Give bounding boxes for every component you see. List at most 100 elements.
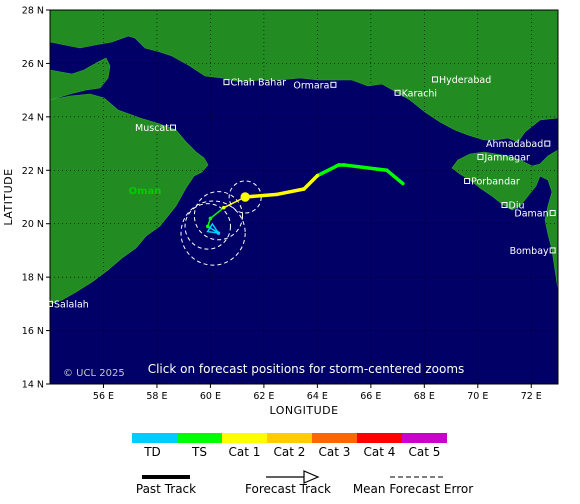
legend-label: Cat 5 <box>409 445 441 459</box>
legend-cat-5: Cat 5 <box>402 433 447 459</box>
legend-swatch <box>312 433 357 443</box>
zoom-notice[interactable]: Click on forecast positions for storm-ce… <box>148 362 465 376</box>
error-circle <box>184 203 231 250</box>
y-tick-label: 14 N <box>22 380 44 391</box>
y-tick-label: 28 N <box>22 6 44 17</box>
city-jamnagar: Jamnagar <box>477 152 530 163</box>
y-tick-label: 22 N <box>22 166 44 177</box>
city-label: Diu <box>509 201 525 212</box>
city-daman: Daman <box>514 209 556 220</box>
city-porbandar: Porbandar <box>464 176 520 187</box>
forecast-position[interactable] <box>208 216 213 221</box>
land-layer <box>50 10 558 305</box>
city-label: Ormara <box>293 80 329 91</box>
axis-ticks: 56 E 58 E 60 E 62 E 64 E 66 E 68 E 70 E 72 E 14 N… <box>22 6 542 403</box>
city-chah-bahar: Chah Bahar <box>223 78 286 89</box>
land-india <box>451 149 558 291</box>
forecast-arrow-icon <box>206 222 220 235</box>
x-tick-label: 72 E <box>521 391 542 402</box>
error-label: Mean Forecast Error <box>353 482 473 496</box>
city-marker-icon <box>432 76 439 83</box>
city-marker-icon <box>549 210 556 217</box>
city-marker-icon <box>477 153 484 160</box>
y-tick-label: 16 N <box>22 326 44 337</box>
graticule <box>50 10 558 384</box>
legend-swatch <box>267 433 312 443</box>
city-label: Ahmadabad <box>486 139 543 150</box>
forecast-position[interactable] <box>216 231 221 235</box>
legend-cat-3: Cat 3 <box>312 433 357 459</box>
legend-label: TS <box>191 445 207 459</box>
past-track-segment <box>275 187 306 197</box>
city-marker-icon <box>169 124 176 131</box>
legend-cat-1: Cat 1 <box>222 433 267 459</box>
past-track-segment <box>302 173 320 191</box>
city-marker-icon <box>464 177 471 184</box>
city-label: Porbandar <box>471 176 520 187</box>
error-circle <box>193 191 244 241</box>
error-circle <box>180 200 246 266</box>
city-marker-icon <box>223 79 230 86</box>
past-track-segment <box>385 168 405 186</box>
x-tick-label: 56 E <box>93 391 114 402</box>
legend-cat-4: Cat 4 <box>357 433 402 459</box>
x-tick-label: 60 E <box>200 391 221 402</box>
copyright-text: © UCL 2025 <box>63 368 125 379</box>
legend-swatch <box>132 433 177 443</box>
forecast-error-circles <box>180 180 262 266</box>
city-marker-icon <box>394 89 401 96</box>
y-tick-label: 20 N <box>22 219 44 230</box>
y-axis-title: LATITUDE <box>2 168 15 225</box>
legend-swatch <box>402 433 447 443</box>
city-karachi: Karachi <box>394 88 437 99</box>
x-tick-label: 66 E <box>360 391 381 402</box>
legend-label: Cat 4 <box>364 445 396 459</box>
legend-td: TD <box>132 433 177 459</box>
city-muscat: Muscat <box>135 123 176 134</box>
city-label: Hyderabad <box>439 75 491 86</box>
city-marker-icon <box>501 202 508 209</box>
city-label: Jamnagar <box>483 152 530 163</box>
x-axis-title: LONGITUDE <box>269 404 338 417</box>
past-track-segment <box>243 192 280 199</box>
forecast-arrow-icon <box>303 470 320 484</box>
land-oman <box>50 93 209 305</box>
region-label-oman: Oman <box>129 186 162 197</box>
city-bombay: Bombay <box>510 246 556 257</box>
legend-label: Cat 3 <box>319 445 351 459</box>
y-tick-label: 18 N <box>22 273 44 284</box>
legend-swatch <box>357 433 402 443</box>
land-musandam <box>50 57 111 101</box>
city-ahmadabad: Ahmadabad <box>486 139 551 150</box>
past-track-label: Past Track <box>136 482 196 496</box>
x-tick-label: 58 E <box>146 391 167 402</box>
city-hyderabad: Hyderabad <box>432 75 491 86</box>
current-position-marker[interactable] <box>240 192 250 202</box>
x-tick-label: 62 E <box>253 391 274 402</box>
forecast-position[interactable] <box>221 205 226 210</box>
past-track-legend: Past Track <box>136 475 196 496</box>
city-marker-icon <box>47 300 53 307</box>
x-tick-label: 70 E <box>467 391 488 402</box>
city-label: Muscat <box>135 123 169 134</box>
error-legend: Mean Forecast Error <box>353 476 473 496</box>
legend-swatch <box>177 433 222 443</box>
y-tick-label: 24 N <box>22 112 44 123</box>
x-tick-label: 68 E <box>414 391 435 402</box>
legend-swatch <box>222 433 267 443</box>
plot-frame <box>49 9 559 385</box>
intensity-legend: TD TS Cat 1 Cat 2 Cat 3 Cat 4 Cat 5 <box>132 433 447 459</box>
legend-label: TD <box>143 445 161 459</box>
forecast-track-segment <box>209 207 225 219</box>
legend-label: Cat 2 <box>274 445 306 459</box>
city-label: Bombay <box>510 246 549 257</box>
city-marker-icon <box>549 247 556 254</box>
city-diu: Diu <box>501 201 525 212</box>
storm-track <box>205 163 405 235</box>
forecast-position[interactable] <box>205 224 210 229</box>
city-label: Chah Bahar <box>230 78 286 89</box>
city-ormara: Ormara <box>293 80 337 91</box>
past-track-segment <box>315 163 341 178</box>
